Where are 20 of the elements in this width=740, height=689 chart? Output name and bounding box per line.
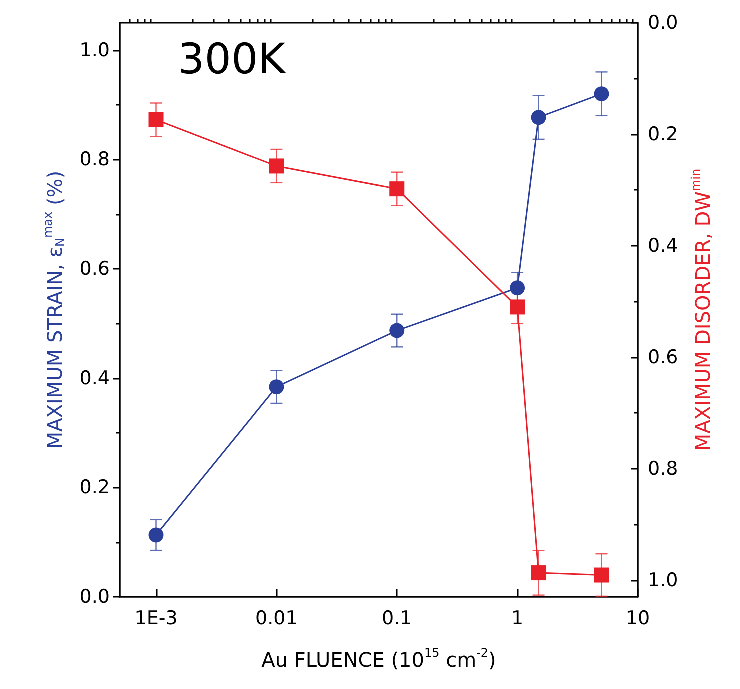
x-tick-label: 1E-3 xyxy=(134,608,178,630)
y-axis-title: MAXIMUM STRAIN, εNmax (%) xyxy=(41,170,67,450)
y2-tick-label: 0.6 xyxy=(648,346,678,368)
y-tick-label: 0.6 xyxy=(80,258,110,280)
y2-tick-label: 1.0 xyxy=(648,569,678,592)
y2-tick-label: 0.8 xyxy=(648,458,678,480)
y2-tick-label: 0.2 xyxy=(648,123,678,146)
y-tick-label: 0.2 xyxy=(80,476,110,499)
y2-axis-title: MAXIMUM DISORDER, DWmin xyxy=(689,168,715,452)
x-tick-label: 0.01 xyxy=(256,608,298,630)
y-tick-label: 0.0 xyxy=(80,586,110,608)
y-tick-label: 1.0 xyxy=(80,39,110,62)
y-tick-label: 0.4 xyxy=(80,367,110,390)
annotation: 300K xyxy=(178,34,288,84)
x-tick-label: 10 xyxy=(626,608,650,630)
y2-tick-label: 0.0 xyxy=(648,12,678,34)
y2-tick-label: 0.4 xyxy=(648,234,678,257)
x-tick-label: 1 xyxy=(512,608,524,630)
x-tick-label: 0.1 xyxy=(382,608,412,630)
y-tick-label: 0.8 xyxy=(80,148,110,171)
